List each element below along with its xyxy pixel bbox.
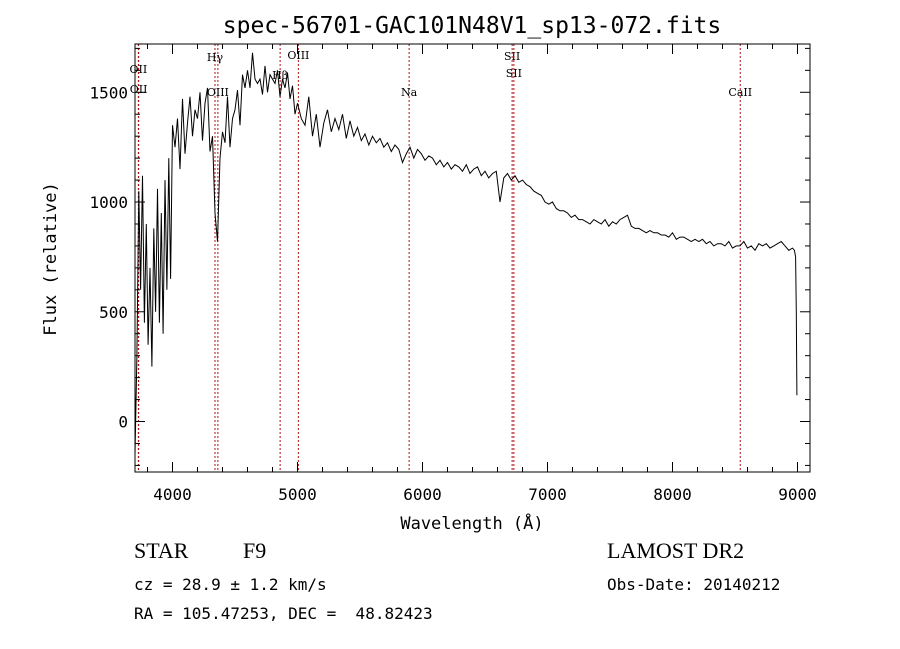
coordinates: RA = 105.47253, DEC = 48.82423	[134, 604, 433, 623]
y-axis-label: Flux (relative)	[41, 182, 61, 336]
chart-title: spec-56701-GAC101N48V1_sp13-072.fits	[223, 13, 722, 39]
x-axis-label: Wavelength (Å)	[400, 512, 543, 534]
line-label-8: SII	[506, 67, 522, 80]
y-tick-label-1: 500	[99, 303, 128, 322]
y-tick-label-2: 1000	[89, 193, 128, 212]
observation-date: Obs-Date: 20140212	[607, 575, 781, 594]
axes-frame	[134, 43, 811, 473]
line-label-4: Hβ	[272, 69, 288, 82]
line-label-2: Hγ	[207, 51, 224, 64]
y-tick-label-0: 0	[118, 413, 128, 432]
spectrum-line	[134, 52, 798, 455]
x-tick-label-3: 7000	[528, 485, 567, 504]
survey-name: LAMOST DR2	[607, 538, 745, 563]
x-tick-label-5: 9000	[778, 485, 817, 504]
line-label-9: CaII	[728, 86, 752, 99]
line-label-3: OIII	[207, 86, 229, 99]
x-tick-label-1: 5000	[278, 485, 317, 504]
x-tick-label-4: 8000	[653, 485, 692, 504]
x-tick-label-2: 6000	[403, 485, 442, 504]
object-subclass: F9	[243, 538, 267, 563]
object-class: STAR	[134, 538, 189, 563]
y-tick-label-3: 1500	[89, 83, 128, 102]
line-label-6: Na	[401, 86, 418, 99]
line-label-1: OII	[130, 83, 148, 96]
x-tick-label-0: 4000	[153, 485, 192, 504]
redshift-velocity: cz = 28.9 ± 1.2 km/s	[134, 575, 327, 594]
line-label-5: OIII	[287, 49, 309, 62]
line-label-7: SII	[504, 50, 520, 63]
